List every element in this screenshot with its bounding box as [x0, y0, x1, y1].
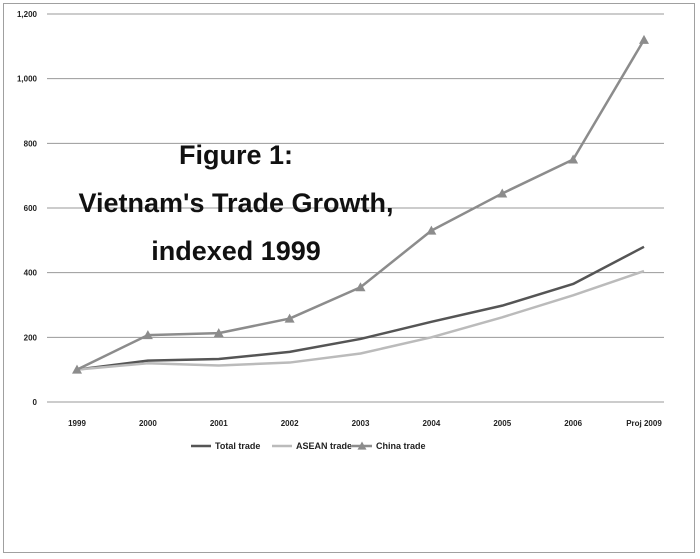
x-axis-ticks: 1999 2000 2001 2002 2003 2004 2005 2006 Proj 200… — [68, 419, 662, 428]
x-tick-label: 2002 — [281, 419, 299, 428]
x-tick-label: 2005 — [493, 419, 511, 428]
x-tick-label: 2003 — [352, 419, 370, 428]
chart-title-line: Vietnam's Trade Growth, — [78, 188, 393, 218]
data-point-marker — [72, 364, 82, 374]
data-point-marker — [426, 225, 437, 235]
data-point-marker — [284, 313, 295, 323]
legend-marker — [357, 441, 367, 450]
y-tick-label: 800 — [24, 139, 38, 148]
x-tick-label: Proj 2009 — [626, 419, 662, 428]
series-group — [72, 34, 649, 374]
line-chart: 0 200 400 600 800 1,000 1,200 1999 2000 2001 2002… — [17, 10, 664, 451]
data-point-marker — [497, 188, 508, 198]
y-tick-label: 1,000 — [17, 75, 38, 84]
chart-title: Figure 1: Vietnam's Trade Growth, indexed … — [78, 140, 393, 266]
data-point-marker — [355, 282, 366, 292]
chart-title-line: Figure 1: — [179, 140, 293, 170]
y-tick-label: 600 — [24, 204, 38, 213]
legend: Total trade ASEAN trade China trade — [191, 441, 426, 451]
legend-label: Total trade — [215, 441, 260, 451]
legend-label: China trade — [376, 441, 426, 451]
y-tick-label: 200 — [24, 333, 38, 342]
series-line-1 — [76, 269, 645, 371]
chart-frame: 0 200 400 600 800 1,000 1,200 1999 2000 2001 2002… — [3, 3, 695, 553]
series-line-0 — [76, 245, 645, 371]
x-tick-label: 1999 — [68, 419, 86, 428]
y-tick-label: 1,200 — [17, 10, 38, 19]
y-tick-label: 0 — [33, 398, 38, 407]
y-axis-ticks: 0 200 400 600 800 1,000 1,200 — [17, 10, 38, 407]
legend-label: ASEAN trade — [296, 441, 352, 451]
data-point-marker — [142, 330, 153, 340]
chart-title-line: indexed 1999 — [151, 236, 321, 266]
data-point-marker — [639, 34, 649, 44]
data-point-marker — [213, 328, 224, 338]
x-tick-label: 2004 — [422, 419, 440, 428]
y-tick-label: 400 — [24, 269, 38, 278]
x-tick-label: 2000 — [139, 419, 157, 428]
data-point-marker — [568, 154, 579, 164]
x-tick-label: 2006 — [564, 419, 582, 428]
x-tick-label: 2001 — [210, 419, 228, 428]
